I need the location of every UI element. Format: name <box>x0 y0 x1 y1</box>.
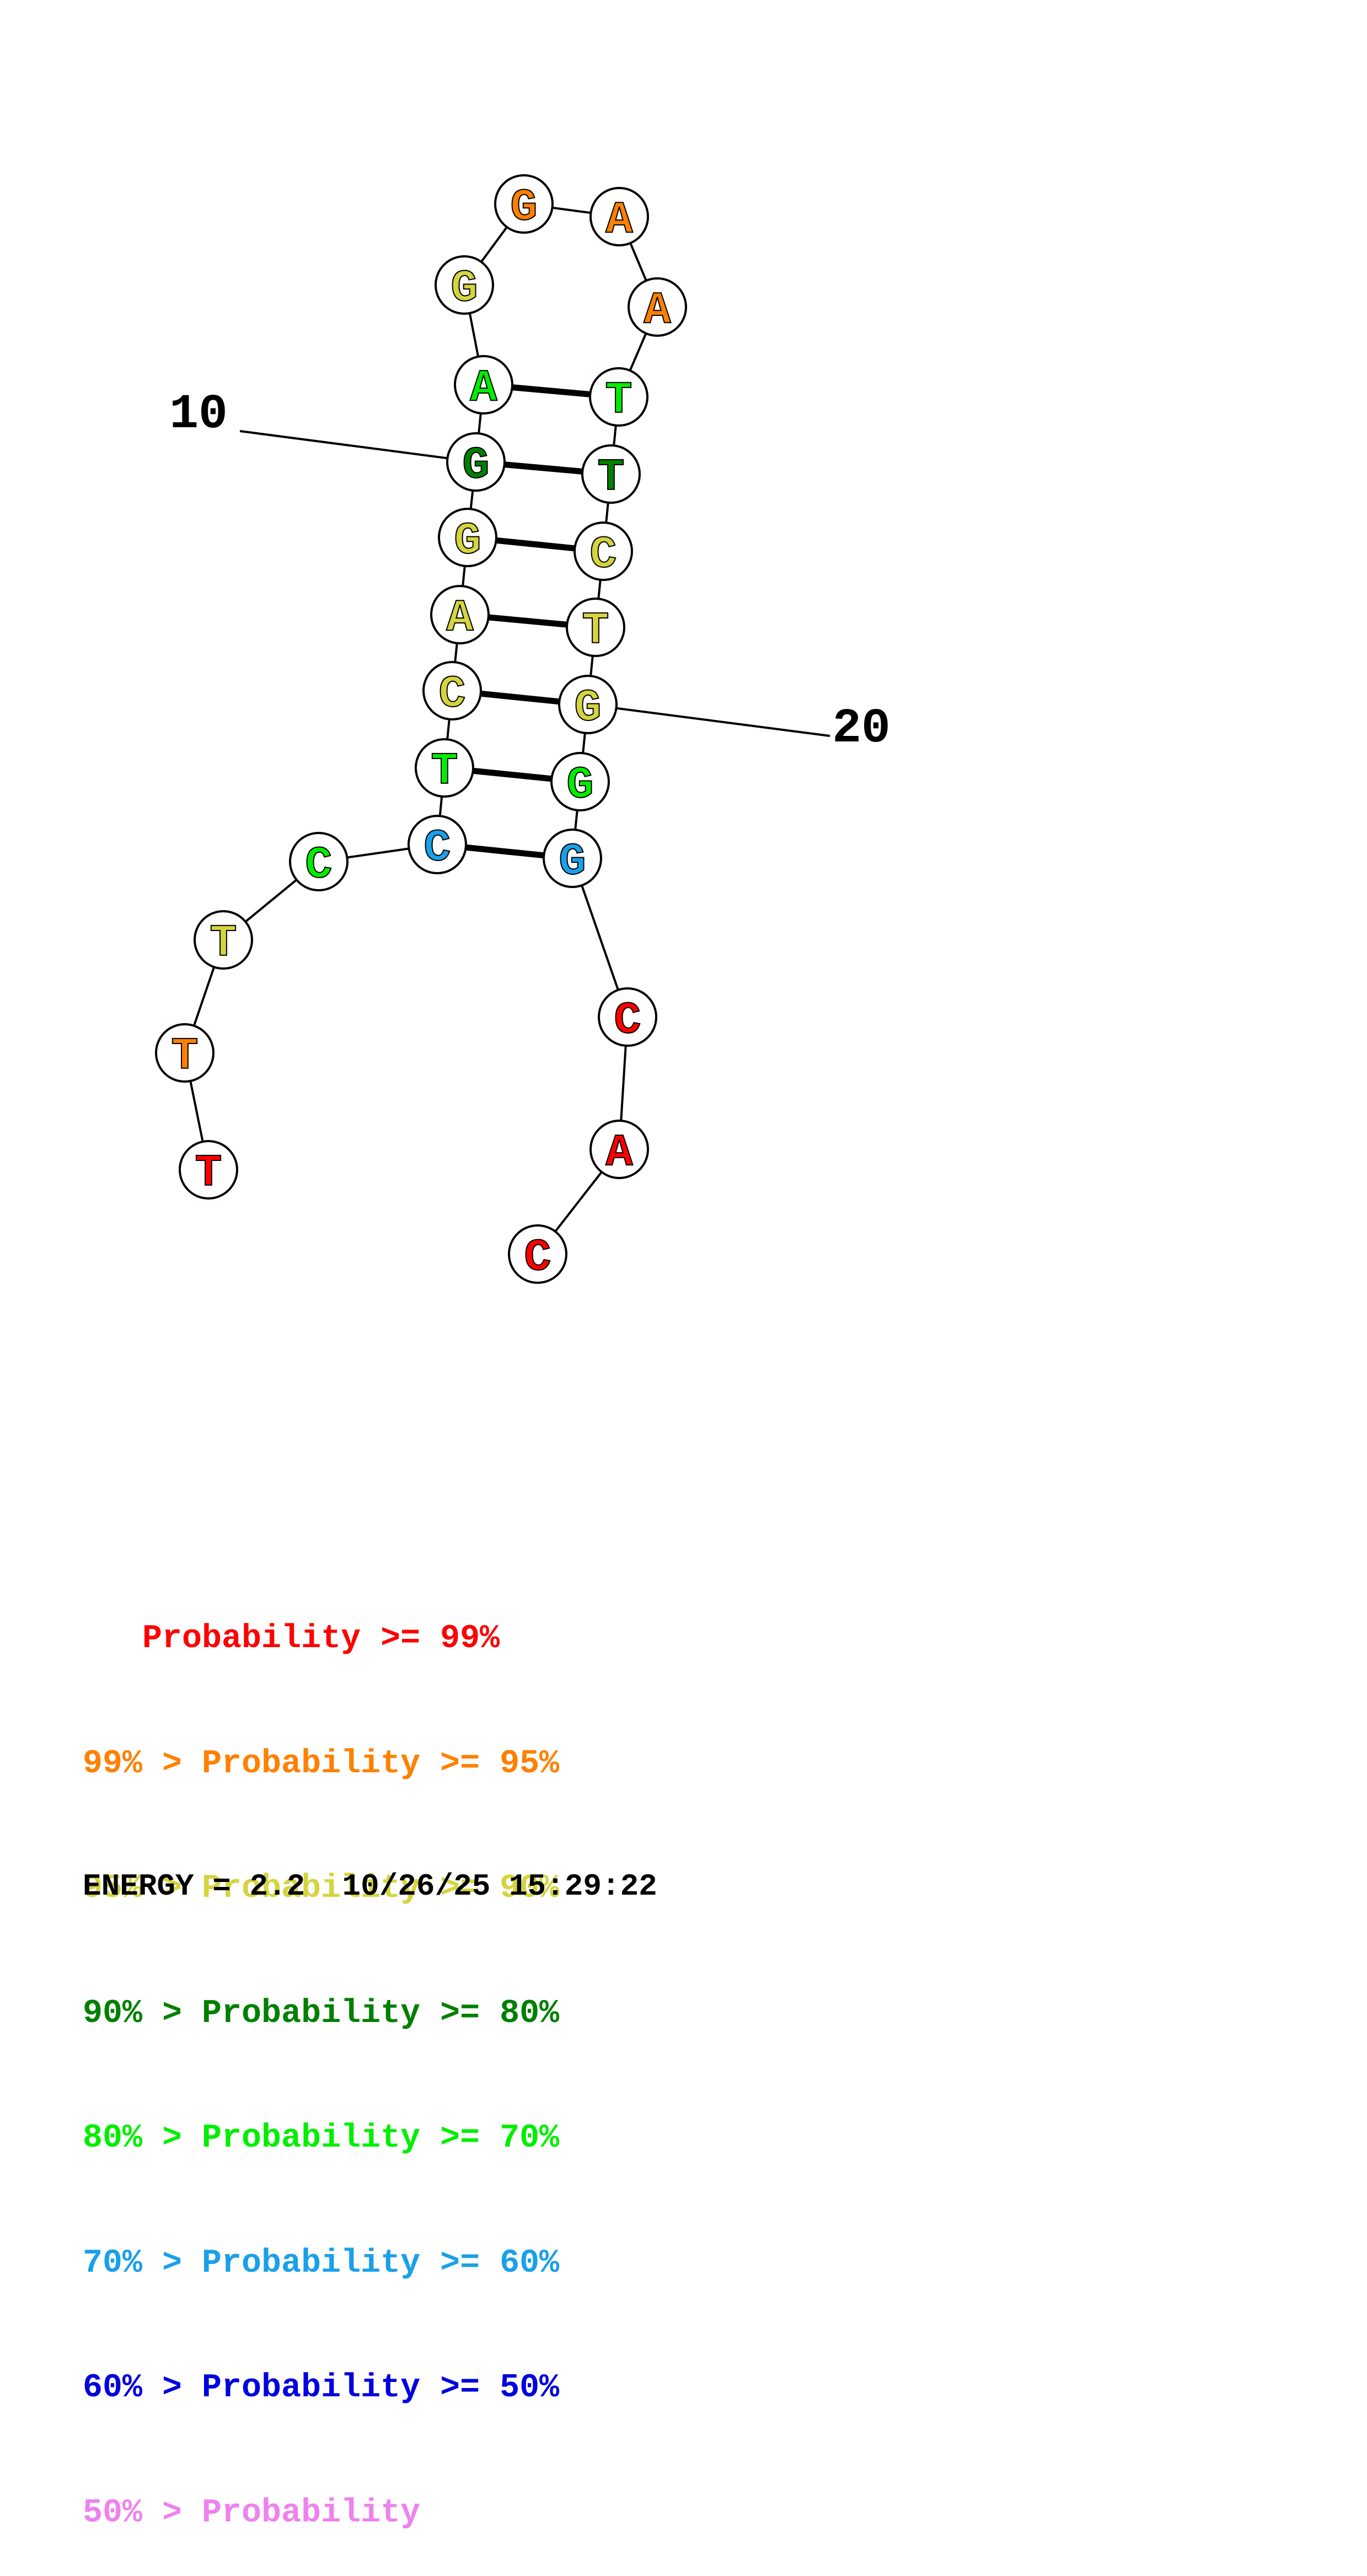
nucleotide-circle <box>550 752 610 811</box>
nucleotide-22: G <box>543 829 602 888</box>
index-label-10: 10 <box>169 388 228 442</box>
legend-row-6: 70% > Probability >= 60% <box>83 2244 560 2282</box>
energy-footer: ENERGY = 2.2 10/26/25 15:29:22 <box>83 1869 657 1904</box>
nucleotide-letter: T <box>431 746 458 797</box>
nucleotide-letter: T <box>597 452 624 503</box>
nucleotide-letter: T <box>210 918 237 969</box>
nucleotide-12: G <box>435 255 494 315</box>
legend-row-4: 90% > Probability >= 80% <box>83 1994 560 2032</box>
nucleotide-letter: A <box>605 1127 633 1179</box>
nucleotide-letter: C <box>524 1232 551 1283</box>
index-label-lines <box>239 430 830 737</box>
nucleotide-letter: C <box>589 529 617 580</box>
nucleotide-5: C <box>408 815 467 874</box>
nucleotide-7: C <box>422 661 482 720</box>
legend-row-7: 60% > Probability >= 50% <box>83 2369 560 2407</box>
nucleotide-6: T <box>415 738 474 798</box>
nucleotide-circle <box>435 255 494 315</box>
nucleotide-circle <box>589 367 648 427</box>
nucleotide-circle <box>194 910 253 970</box>
nucleotide-circle <box>558 675 618 734</box>
nucleotide-9: G <box>438 508 497 567</box>
nucleotide-13: G <box>494 174 554 234</box>
nucleotide-letter: C <box>305 840 332 891</box>
nucleotide-18: C <box>573 521 633 581</box>
nucleotide-circle <box>508 1224 567 1284</box>
probability-legend: Probability >= 99% 99% > Probability >= … <box>83 1535 559 2576</box>
nucleotide-circle <box>494 174 554 234</box>
nucleotide-letter: T <box>171 1031 198 1082</box>
nucleotide-11: A <box>454 355 513 415</box>
nucleotide-letter: C <box>423 822 451 874</box>
legend-row-2: 99% > Probability >= 95% <box>83 1745 560 1783</box>
nucleotide-letter: G <box>462 440 489 491</box>
nucleotide-25: C <box>508 1224 567 1284</box>
nucleotide-circle <box>566 598 625 657</box>
nucleotide-4: C <box>289 832 349 891</box>
energy-value: ENERGY = 2.2 <box>83 1869 305 1904</box>
nucleotide-letter: A <box>644 285 671 336</box>
nucleotide-circle <box>598 987 657 1047</box>
nucleotide-20: G <box>558 675 618 734</box>
nucleotide-21: G <box>550 752 610 811</box>
nucleotide-letter: G <box>451 263 478 314</box>
nucleotide-circle <box>543 829 602 888</box>
nucleotide-letter: G <box>510 182 537 233</box>
nucleotide-23: C <box>598 987 657 1047</box>
nucleotide-circle <box>581 444 641 504</box>
index-label-line-20 <box>587 703 830 737</box>
nucleotide-3: T <box>194 910 253 970</box>
nucleotide-8: A <box>430 585 490 644</box>
legend-row-5: 80% > Probability >= 70% <box>83 2120 560 2157</box>
nucleotide-letter: A <box>470 363 497 414</box>
index-labels: 10 20 <box>169 388 891 756</box>
nucleotide-circle <box>155 1023 215 1083</box>
nucleotide-16: T <box>589 367 648 427</box>
nucleotide-15: A <box>628 277 687 337</box>
nucleotide-circle <box>289 832 349 891</box>
nucleotide-letter: T <box>195 1148 222 1199</box>
nucleotide-letter: T <box>605 375 632 426</box>
nucleotide-circle <box>573 521 633 581</box>
nucleotide-circle <box>422 661 482 720</box>
nucleotide-10: G <box>446 432 506 492</box>
nucleotide-letter: G <box>566 760 593 811</box>
nucleotide-letter: G <box>574 682 601 734</box>
nucleotide-circle <box>415 738 474 798</box>
nucleotide-letter: T <box>582 605 609 657</box>
nucleotide-circle <box>589 1120 649 1179</box>
nucleotide-17: T <box>581 444 641 504</box>
nucleotide-circle <box>454 355 513 415</box>
legend-row-3: 95% > Probability >= 90% <box>83 1870 560 1907</box>
nucleotide-circle <box>430 585 490 644</box>
nucleotide-circle <box>446 432 506 492</box>
nucleotide-24: A <box>589 1120 649 1179</box>
legend-row-8: 50% > Probability <box>83 2494 421 2532</box>
nucleotide-circle <box>438 508 497 567</box>
nucleotide-letter: A <box>605 195 633 246</box>
nucleotide-letter: G <box>454 515 481 567</box>
nucleotide-19: T <box>566 598 625 657</box>
nucleotide-letter: G <box>559 836 586 888</box>
nucleotide-letter: C <box>614 995 641 1046</box>
nucleotide-letter: A <box>446 593 474 644</box>
index-label-line-10 <box>239 430 476 463</box>
legend-row-1: Probability >= 99% <box>83 1620 500 1658</box>
nucleotide-2: T <box>155 1023 215 1083</box>
timestamp: 10/26/25 15:29:22 <box>342 1869 657 1904</box>
nucleotide-circle <box>589 187 649 246</box>
nucleotide-1: T <box>179 1140 238 1200</box>
nucleotide-letter: C <box>438 669 465 720</box>
nucleotide-circle <box>628 277 687 337</box>
index-label-20: 20 <box>832 702 891 756</box>
nucleotide-circle <box>408 815 467 874</box>
nucleotide-circle <box>179 1140 238 1200</box>
nucleotide-14: A <box>589 187 649 246</box>
